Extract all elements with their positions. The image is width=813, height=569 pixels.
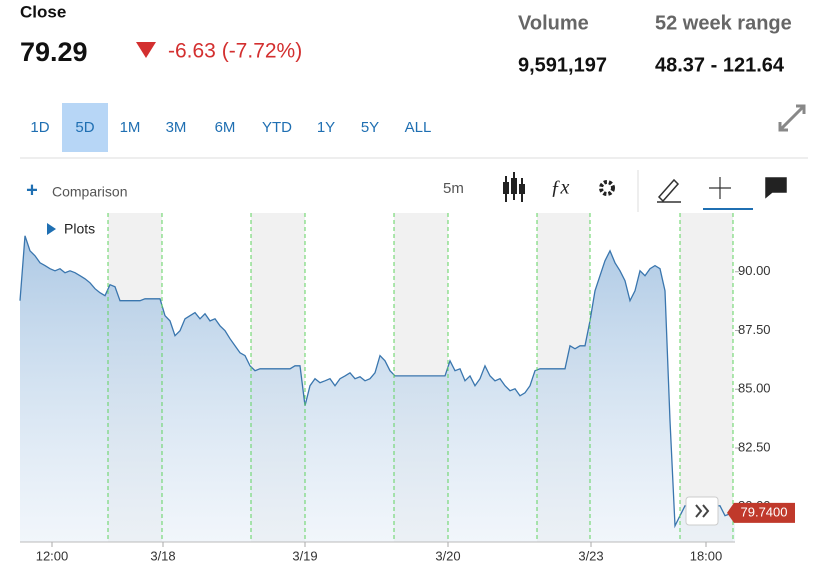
y-tick-label: 82.50 <box>738 439 771 454</box>
scroll-icon <box>695 504 710 518</box>
price-tag-label: 79.7400 <box>741 504 788 519</box>
x-tick-label: 12:00 <box>36 548 69 563</box>
area <box>20 235 735 543</box>
range-button[interactable]: 6M <box>215 119 236 136</box>
y-tick-label: 87.50 <box>738 322 771 337</box>
x-tick-label: 3/19 <box>292 548 317 563</box>
price-change: -6.63 (-7.72%) <box>168 40 302 63</box>
volume-label: Volume <box>518 12 589 34</box>
fx-icon[interactable]: ƒx <box>551 177 570 199</box>
plots-label[interactable]: Plots <box>64 221 95 237</box>
range-button[interactable]: 5Y <box>361 119 379 136</box>
plus-icon: + <box>26 179 38 201</box>
crosshair-icon[interactable] <box>709 177 731 199</box>
expand-icon[interactable] <box>778 104 806 132</box>
y-tick-label: 90.00 <box>738 263 771 278</box>
comment-icon[interactable] <box>765 177 787 199</box>
x-tick-label: 3/23 <box>578 548 603 563</box>
range-value: 48.37 - 121.64 <box>655 54 785 76</box>
x-tick-label: 18:00 <box>690 548 723 563</box>
volume: 9,591,197 <box>518 54 607 76</box>
x-tick-label: 3/18 <box>150 548 175 563</box>
comparison-button[interactable]: Comparison <box>52 184 127 200</box>
range-button-bg <box>62 103 108 152</box>
range-button[interactable]: 1Y <box>317 119 335 136</box>
range-button[interactable]: 5D <box>75 119 94 136</box>
price: 79.29 <box>20 37 88 67</box>
range-button[interactable]: ALL <box>405 119 432 136</box>
y-tick-label: 85.00 <box>738 381 771 396</box>
crosshair-underline <box>703 208 753 210</box>
layer: Close 79.29 -6.63 (-7.72%) Volume 9,591,197 5… <box>19 2 808 563</box>
candle-bodies <box>503 178 525 194</box>
price-tag <box>727 502 795 523</box>
range-button[interactable]: 1D <box>30 119 49 136</box>
down-arrow <box>136 42 156 58</box>
settings-icon[interactable] <box>599 180 615 196</box>
interval-button[interactable]: 5m <box>443 180 464 197</box>
plots-arrow <box>47 223 56 235</box>
off-hours <box>680 213 733 542</box>
range-button[interactable]: YTD <box>262 119 292 136</box>
range-label: 52 week range <box>655 12 792 34</box>
range-button[interactable]: 3M <box>166 119 187 136</box>
close-label: Close <box>20 2 66 21</box>
price-line <box>19 235 736 529</box>
x-tick-label: 3/20 <box>435 548 460 563</box>
range-button[interactable]: 1M <box>120 119 141 136</box>
pencil-icon[interactable] <box>657 178 681 203</box>
